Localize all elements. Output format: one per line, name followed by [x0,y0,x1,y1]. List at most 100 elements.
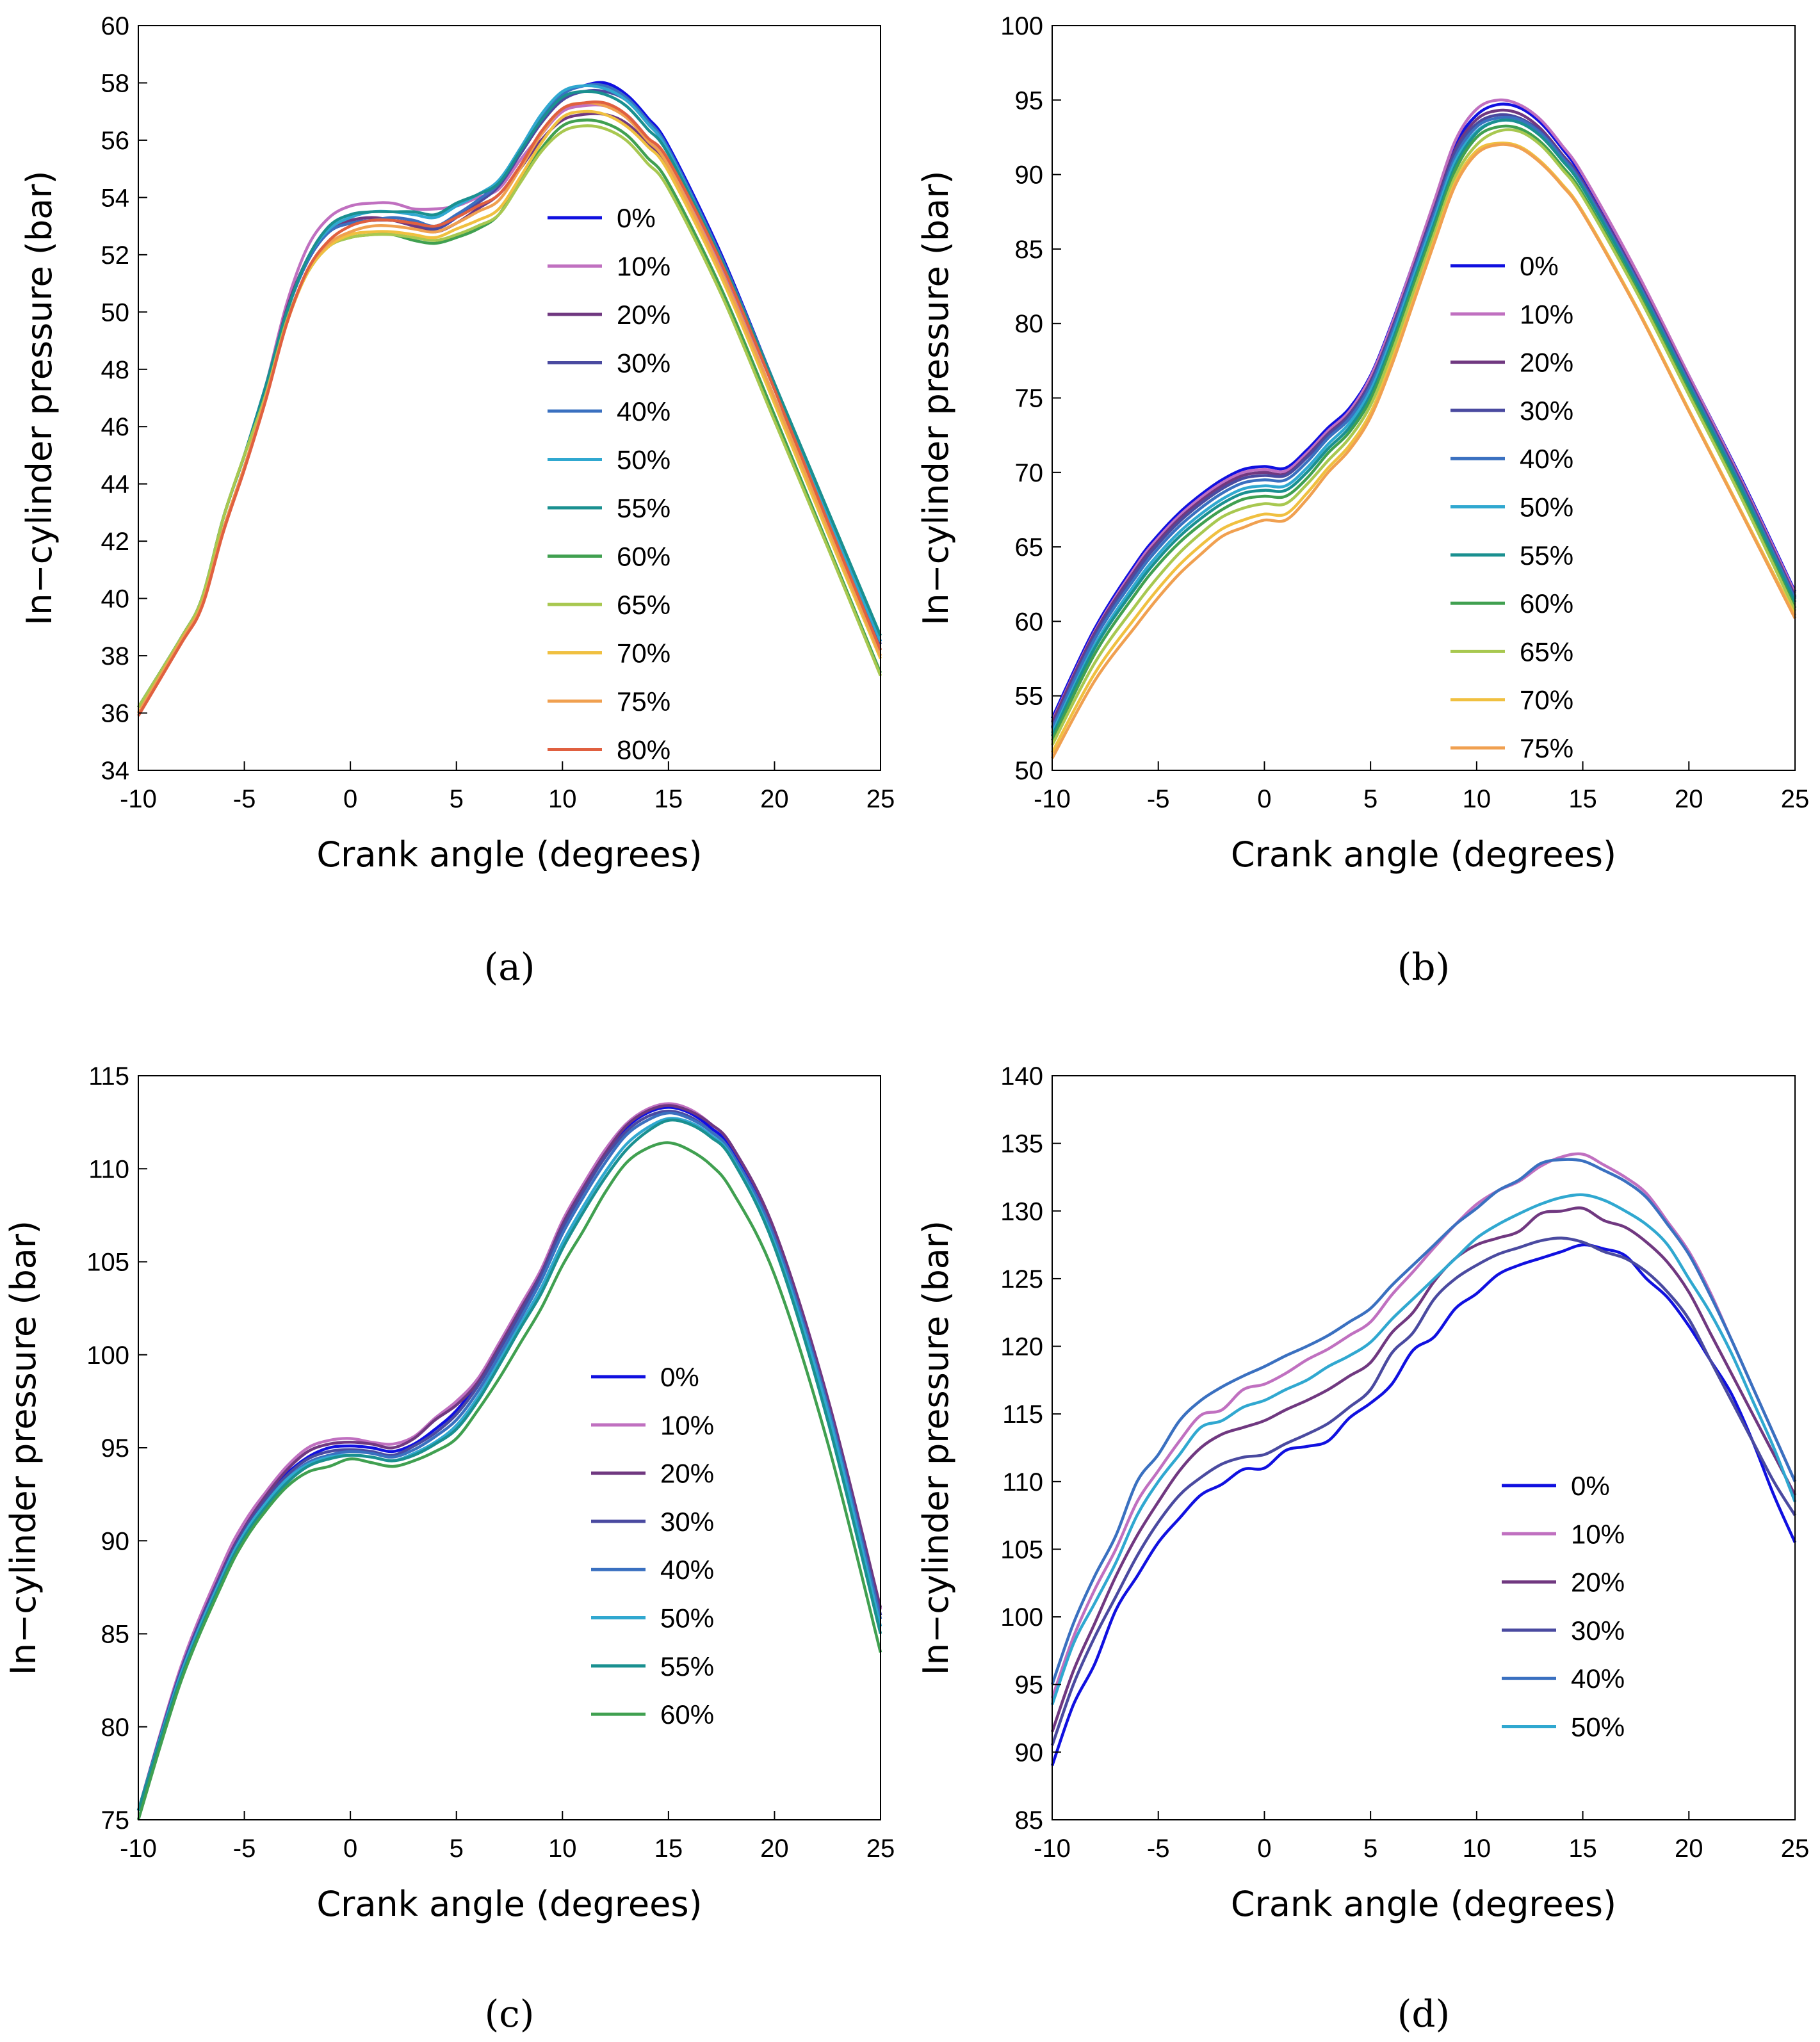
x-tick-label: 15 [1568,785,1597,813]
series-lines [1050,1152,1797,1767]
series-line-0pct [1050,1243,1797,1767]
legend-label: 60% [1520,588,1573,619]
series-line-60pct [137,118,882,708]
legend-label: 30% [1520,396,1573,426]
series-lines [137,81,882,717]
x-axis-title: Crank angle (degrees) [316,834,702,875]
x-tick-label: 5 [1363,785,1377,813]
panel-caption: (d) [1397,1992,1450,2036]
y-tick-label: 95 [1015,1671,1044,1699]
y-tick-label: 75 [101,1806,130,1835]
legend: 0% 10% 20% 30% 40% 50% [1502,1471,1625,1742]
y-tick-label: 115 [88,1062,129,1090]
y-tick-label: 90 [1015,1738,1044,1767]
legend-label: 80% [617,735,670,765]
panel-a: -10 -5 0 5 10 15 20 25 34 36 38 40 42 44 46 48 50 52 54 56 5… [19,12,895,989]
y-tick-label: 105 [86,1249,129,1277]
y-axis-title: In−cylinder pressure (bar) [916,170,956,625]
legend-label: 0% [1571,1471,1610,1501]
y-tick-label: 60 [101,12,130,40]
y-tick-label: 70 [1015,459,1044,487]
x-tick-label: 0 [343,785,357,813]
y-tick-label: 110 [88,1155,129,1183]
y-tick-label: 50 [1015,757,1044,785]
series-line-20pct [1050,1206,1796,1733]
y-tick-label: 130 [1000,1197,1043,1226]
y-tick-label: 34 [101,757,130,785]
x-tick-label: -5 [1147,1835,1170,1863]
x-axis-title: Crank angle (degrees) [1231,1884,1616,1924]
legend-label: 40% [617,396,670,426]
y-tick-label: 85 [1015,236,1044,264]
legend-label: 40% [660,1555,714,1585]
x-tick-label: 0 [343,1835,357,1863]
y-tick-label: 90 [1015,161,1044,190]
panel-caption: (b) [1397,945,1450,989]
y-axis-title: In−cylinder pressure (bar) [19,170,60,625]
x-axis-title: Crank angle (degrees) [316,1884,702,1924]
legend-label: 20% [1571,1568,1625,1598]
series-line-40pct [1050,115,1797,729]
x-axis-title: Crank angle (degrees) [1231,834,1616,875]
legend: 0% 10% 20% 30% 40% 50% 55% 60% [591,1362,714,1730]
x-tick-label: 25 [866,785,895,813]
legend-label: 50% [1571,1712,1625,1742]
legend-label: 55% [1520,540,1573,571]
y-tick-label: 125 [1000,1265,1043,1293]
legend-label: 0% [1520,251,1559,281]
y-tick-label: 80 [1015,310,1044,338]
legend: 0% 10% 20% 30% 40% 50% 55% 60% 65% 70% 75% 80% [548,203,670,765]
legend-label: 55% [617,493,670,523]
y-tick-label: 65 [1015,533,1044,562]
legend-label: 10% [1520,299,1573,329]
legend-label: 40% [1571,1664,1625,1694]
series-line-65pct [137,124,882,708]
y-tick-label: 80 [101,1714,130,1742]
series-line-55pct [1050,118,1797,737]
y-tick-label: 58 [101,69,130,97]
y-tick-label: 55 [1015,683,1044,711]
y-tick-label: 100 [1000,1603,1043,1632]
y-tick-label: 85 [1015,1806,1044,1835]
x-tick-label: 20 [1675,1835,1703,1863]
y-tick-label: 90 [101,1527,130,1555]
legend-label: 0% [617,203,656,233]
y-tick-label: 44 [101,471,130,499]
x-tick-label: 10 [548,785,577,813]
x-tick-label: 20 [1675,785,1703,813]
legend-label: 10% [1571,1519,1625,1549]
series-lines [1050,98,1797,759]
y-tick-label: 36 [101,700,130,728]
x-tick-label: -10 [1034,785,1071,813]
series-line-10pct [136,1102,882,1811]
legend-label: 20% [1520,348,1573,378]
legend-label: 60% [617,542,670,572]
series-line-60pct [1050,124,1797,741]
y-axis-title: In−cylinder pressure (bar) [916,1220,956,1675]
y-tick-label: 95 [101,1434,130,1463]
plot-frame [138,25,881,771]
x-tick-label: -10 [1034,1835,1071,1863]
x-tick-label: 0 [1257,1835,1271,1863]
x-tick-label: -5 [1147,785,1170,813]
y-tick-label: 50 [101,298,130,327]
x-tick-label: 15 [654,1835,683,1863]
series-line-20pct [1050,108,1797,724]
y-tick-label: 110 [1002,1468,1043,1496]
legend-label: 10% [617,252,670,282]
legend-label: 20% [660,1459,714,1489]
x-tick-label: 15 [1568,1835,1597,1863]
y-tick-label: 135 [1000,1130,1043,1158]
legend-label: 60% [660,1699,714,1730]
x-tick-label: 10 [1463,1835,1491,1863]
series-line-50pct [1050,118,1797,734]
x-tick-label: 25 [1781,785,1810,813]
series-line-10pct [1050,1152,1797,1699]
legend: 0% 10% 20% 30% 40% 50% 55% 60% 65% 70% 75% [1450,251,1573,763]
x-tick-label: 20 [760,785,789,813]
y-tick-label: 85 [101,1621,130,1649]
panel-caption: (c) [485,1992,535,2036]
y-axis-title: In−cylinder pressure (bar) [3,1220,44,1675]
plot-frame [138,1075,881,1820]
series-line-75pct [1051,143,1797,759]
